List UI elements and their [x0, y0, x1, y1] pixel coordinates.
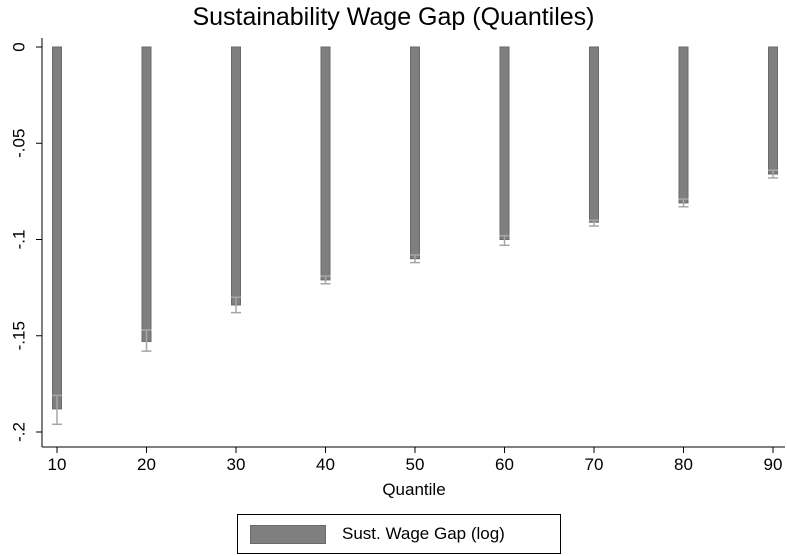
bar	[768, 46, 778, 175]
x-tick-label: 90	[764, 455, 783, 474]
bar	[410, 46, 420, 260]
legend: Sust. Wage Gap (log)	[237, 514, 561, 554]
bar	[231, 46, 241, 306]
bar	[52, 46, 62, 410]
x-tick-label: 40	[316, 455, 335, 474]
bar	[589, 46, 599, 223]
x-tick-label: 50	[406, 455, 425, 474]
x-tick-label: 70	[585, 455, 604, 474]
y-tick-label: -.05	[9, 129, 28, 158]
x-tick-label: 80	[674, 455, 693, 474]
chart-title: Sustainability Wage Gap (Quantiles)	[192, 3, 595, 31]
x-axis-label: Quantile	[382, 480, 446, 499]
bar	[320, 46, 331, 281]
y-tick-label: -.2	[9, 422, 28, 442]
y-tick-label: -.15	[9, 321, 28, 350]
x-tick-label: 30	[227, 455, 246, 474]
bar	[141, 46, 152, 343]
x-tick-label: 20	[137, 455, 156, 474]
bar	[678, 46, 689, 204]
x-tick-label: 10	[48, 455, 67, 474]
bar	[499, 46, 510, 240]
x-tick-label: 60	[495, 455, 514, 474]
legend-swatch	[250, 525, 326, 544]
y-tick-label: 0	[9, 42, 28, 51]
y-tick-label: -.1	[9, 230, 28, 250]
legend-label: Sust. Wage Gap (log)	[342, 524, 505, 543]
